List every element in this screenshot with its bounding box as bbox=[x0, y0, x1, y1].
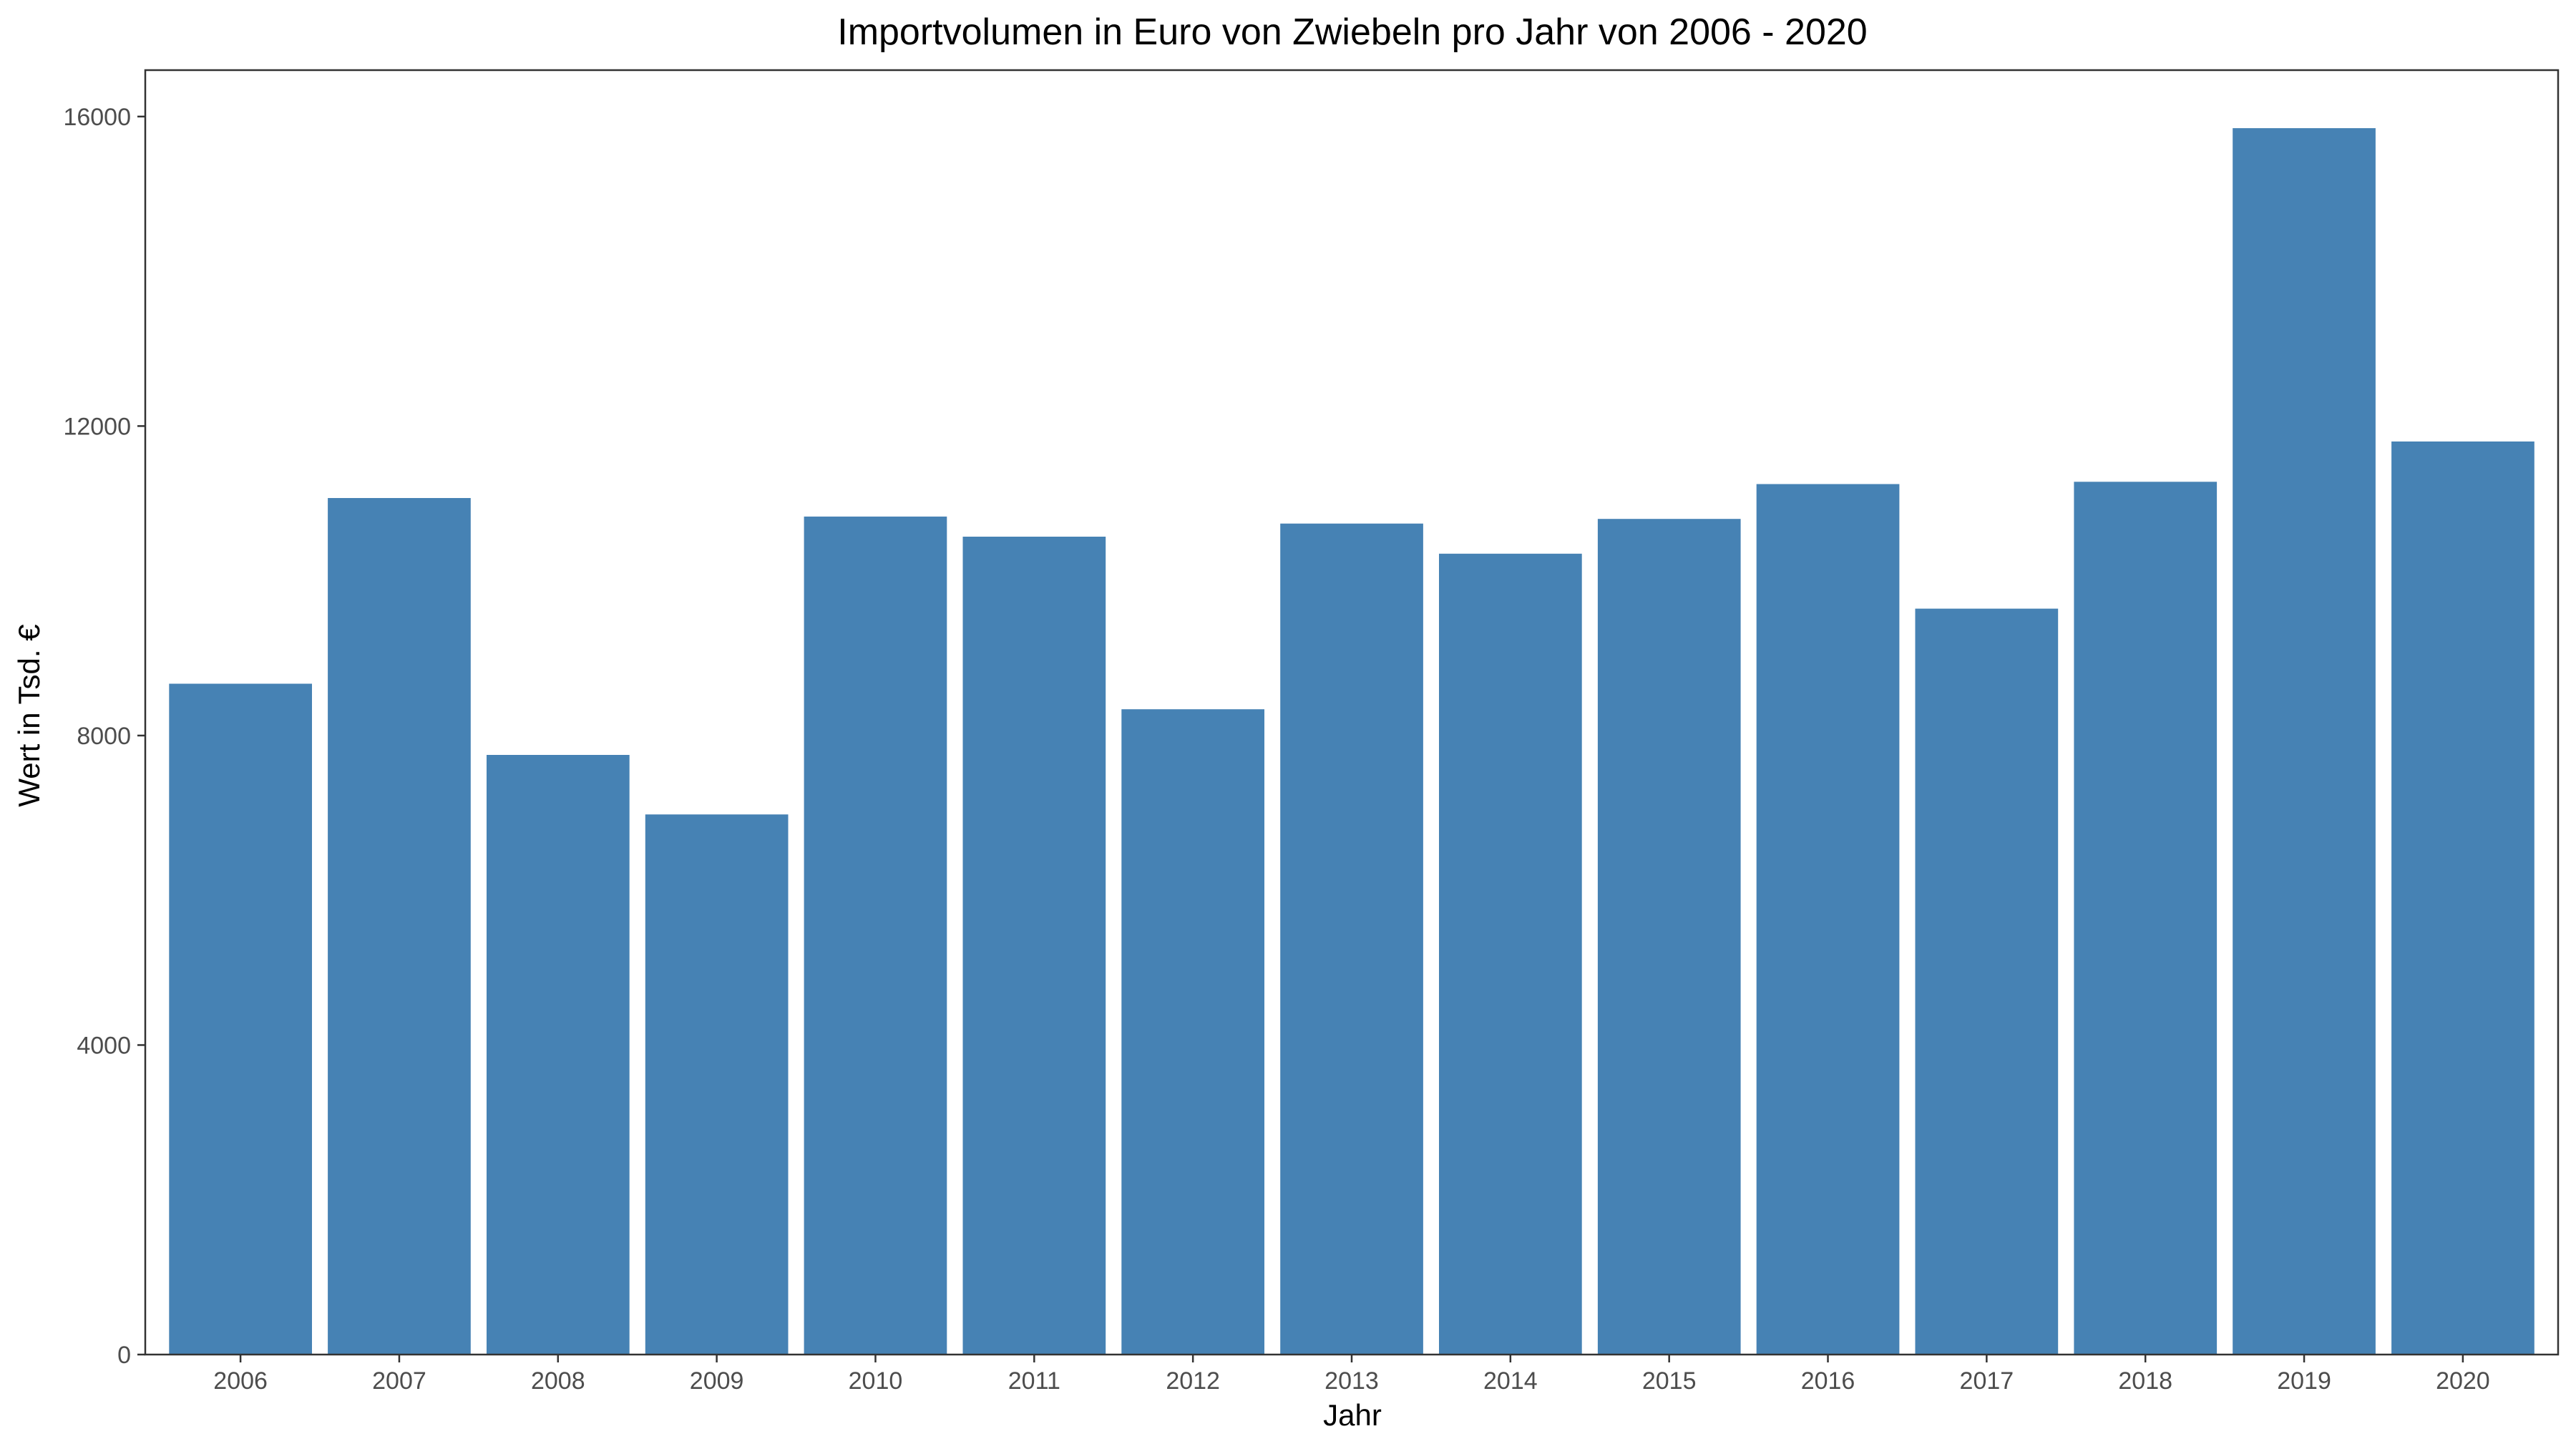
x-tick-label: 2011 bbox=[1008, 1367, 1060, 1395]
x-tick-label: 2008 bbox=[531, 1367, 585, 1395]
x-axis: 2006 2007 2008 2009 2010 2011 2012 2013 2014 2015… bbox=[213, 1355, 2490, 1395]
bar-2015 bbox=[1597, 519, 1741, 1355]
x-tick-label: 2007 bbox=[372, 1367, 426, 1395]
bar-2013 bbox=[1280, 523, 1423, 1355]
x-tick-label: 2015 bbox=[1642, 1367, 1697, 1395]
bars-group bbox=[169, 128, 2534, 1355]
x-tick-label: 2014 bbox=[1483, 1367, 1538, 1395]
bar-2020 bbox=[2391, 441, 2534, 1355]
bar-2012 bbox=[1121, 709, 1264, 1355]
x-tick-label: 2012 bbox=[1166, 1367, 1220, 1395]
x-tick-label: 2017 bbox=[1960, 1367, 2014, 1395]
bar-2017 bbox=[1915, 608, 2059, 1355]
bar-2014 bbox=[1439, 553, 1582, 1355]
x-tick-label: 2009 bbox=[690, 1367, 744, 1395]
x-axis-title: Jahr bbox=[1323, 1398, 1382, 1432]
plot-panel-border bbox=[144, 69, 2560, 1356]
chart-title: Importvolumen in Euro von Zwiebeln pro J… bbox=[837, 11, 1867, 53]
y-tick-label: 0 bbox=[117, 1342, 131, 1369]
bar-2011 bbox=[962, 537, 1106, 1355]
bar-2008 bbox=[487, 755, 630, 1355]
x-tick-label: 2006 bbox=[213, 1367, 268, 1395]
x-tick-label: 2018 bbox=[2118, 1367, 2172, 1395]
x-tick-label: 2016 bbox=[1801, 1367, 1855, 1395]
y-tick-label: 8000 bbox=[77, 723, 131, 750]
y-tick-label: 16000 bbox=[63, 104, 131, 131]
bar-2019 bbox=[2233, 128, 2376, 1355]
bar-2010 bbox=[804, 516, 947, 1355]
bar-2006 bbox=[169, 683, 312, 1355]
y-axis-title: Wert in Tsd. € bbox=[12, 624, 46, 806]
bar-2016 bbox=[1756, 484, 1900, 1355]
bar-2018 bbox=[2074, 482, 2218, 1355]
bar-2009 bbox=[645, 814, 789, 1355]
x-tick-label: 2013 bbox=[1324, 1367, 1379, 1395]
y-tick-label: 4000 bbox=[77, 1032, 131, 1059]
x-tick-label: 2010 bbox=[849, 1367, 903, 1395]
bar-2007 bbox=[328, 498, 471, 1355]
y-axis: 0 4000 8000 12000 16000 bbox=[63, 104, 145, 1369]
y-tick-label: 12000 bbox=[63, 413, 131, 440]
x-tick-label: 2020 bbox=[2436, 1367, 2490, 1395]
x-tick-label: 2019 bbox=[2277, 1367, 2331, 1395]
